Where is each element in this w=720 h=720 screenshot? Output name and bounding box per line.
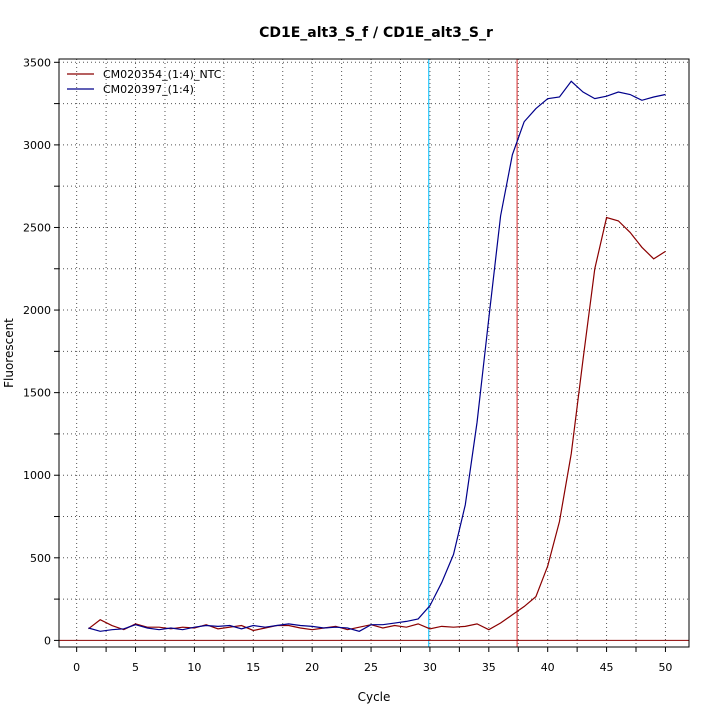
- grid: [59, 59, 689, 647]
- x-tick-label: 0: [73, 661, 80, 674]
- x-tick-label: 10: [187, 661, 201, 674]
- x-axis: 0 5 10 15 20 25 30 35 40 45 50: [73, 647, 672, 674]
- y-tick-label: 1000: [23, 469, 51, 482]
- series-lines: [88, 80, 666, 632]
- x-tick-label: 15: [246, 661, 260, 674]
- x-tick-label: 20: [305, 661, 319, 674]
- x-tick-label: 35: [482, 661, 496, 674]
- x-tick-label: 5: [132, 661, 139, 674]
- y-tick-label: 2000: [23, 304, 51, 317]
- x-tick-label: 25: [364, 661, 378, 674]
- x-tick-label: 45: [600, 661, 614, 674]
- x-axis-label: Cycle: [358, 690, 391, 704]
- x-tick-label: 40: [541, 661, 555, 674]
- plot-frame: [58, 58, 690, 648]
- y-tick-label: 2500: [23, 221, 51, 234]
- y-tick-label: 1500: [23, 387, 51, 400]
- legend: CM020354_(1:4)_NTC CM020397_(1:4): [67, 68, 222, 96]
- x-tick-label: 50: [658, 661, 672, 674]
- legend-label-2: CM020397_(1:4): [103, 83, 194, 96]
- series-line-2: [88, 80, 666, 632]
- y-tick-label: 3000: [23, 139, 51, 152]
- legend-label-1: CM020354_(1:4)_NTC: [103, 68, 222, 81]
- series-line-1: [88, 216, 666, 632]
- vertical-markers: [428, 59, 518, 647]
- y-axis: 0 500 1000 1500 2000 2500 3000 3500: [23, 56, 59, 647]
- y-tick-label: 0: [44, 634, 51, 647]
- y-tick-label: 500: [30, 552, 51, 565]
- y-tick-label: 3500: [23, 56, 51, 69]
- chart-title: CD1E_alt3_S_f / CD1E_alt3_S_r: [259, 25, 493, 41]
- x-tick-label: 30: [423, 661, 437, 674]
- y-axis-label: Fluorescent: [2, 318, 16, 388]
